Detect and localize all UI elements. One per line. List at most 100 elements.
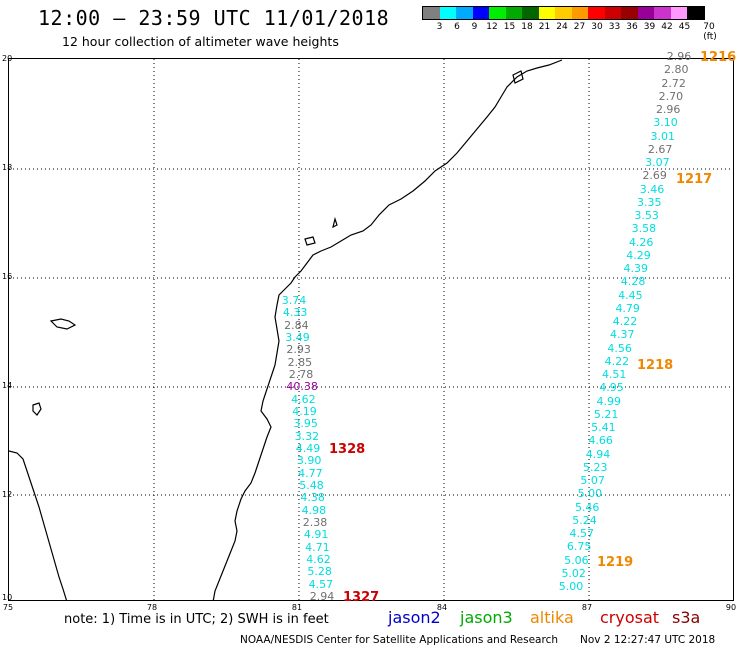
legend-label: 33 (608, 22, 621, 32)
wave-height-value: 4.91 (303, 528, 329, 542)
latitude-label: 14 (2, 381, 13, 390)
map-canvas (9, 59, 733, 600)
legend-swatch (571, 7, 588, 19)
map-subtitle: 12 hour collection of altimeter wave hei… (62, 34, 339, 49)
legend-swatch (489, 7, 506, 19)
wave-height-value: 2.70 (658, 89, 684, 103)
legend-swatch (621, 7, 638, 19)
wave-height-value: 2.93 (286, 343, 311, 357)
time-tag-1217: 1217 (676, 172, 713, 187)
wave-height-value: 4.37 (610, 328, 635, 342)
coastline-central-america (212, 59, 563, 600)
wave-height-value: 2.67 (647, 142, 673, 156)
graticule (9, 59, 733, 600)
wave-height-value: 3.53 (634, 209, 659, 222)
wave-height-value: 3.49 (285, 331, 310, 344)
legend-swatch (555, 7, 572, 19)
wave-height-value: 5.28 (307, 565, 332, 579)
wave-height-value: 4.33 (282, 306, 308, 320)
wave-height-value: 4.71 (305, 540, 330, 554)
legend-label: 3 (436, 22, 443, 32)
time-tag-1218: 1218 (637, 358, 674, 373)
note-text: note: 1) Time is in UTC; 2) SWH is in fe… (64, 612, 329, 627)
legend-label: 30 (591, 22, 603, 32)
wave-height-value: 4.28 (620, 275, 646, 289)
wave-height-value: 5.23 (583, 460, 608, 474)
legend-label: 70 (ft) (703, 22, 717, 42)
wave-height-value: 4.94 (585, 447, 611, 461)
legend-swatch (588, 7, 605, 19)
legend-label: 39 (643, 22, 656, 32)
legend-swatch (637, 7, 654, 19)
legend-label: 45 (678, 22, 691, 32)
latitude-label: 18 (2, 163, 13, 172)
legend-swatch (522, 7, 539, 19)
wave-height-value: 3.32 (294, 429, 320, 443)
time-tag-1219: 1219 (597, 555, 634, 570)
legend-swatch (538, 7, 555, 19)
wave-height-value: 4.56 (607, 341, 632, 355)
wave-height-value: 3.07 (645, 156, 670, 169)
wave-height-value: 4.57 (569, 527, 595, 540)
wave-height-value: 4.26 (628, 235, 654, 249)
wave-height-value: 5.24 (572, 513, 597, 527)
legend-label: 27 (573, 22, 586, 32)
legend-altika: altika (530, 608, 574, 627)
legend-swatch (423, 7, 440, 19)
wave-height-value: 5.00 (577, 487, 603, 501)
legend-label: 36 (626, 22, 638, 32)
wave-height-value: 2.69 (642, 169, 667, 183)
wave-height-value: 4.77 (298, 466, 323, 480)
legend-jason3: jason3 (460, 608, 513, 627)
legend-cryosat: cryosat (600, 608, 660, 627)
legend-swatch (654, 7, 671, 19)
coastline-island-small-2 (32, 402, 42, 416)
wave-height-value: 3.10 (653, 116, 678, 130)
wave-height-value: 4.57 (308, 577, 334, 591)
wave-height-value: 5.06 (564, 553, 589, 567)
coastline-island-small-4 (332, 216, 338, 229)
coastline-island-small-5 (512, 70, 524, 84)
wave-height-value: 3.46 (639, 182, 665, 196)
wave-height-value: 5.46 (574, 500, 600, 514)
legend-label: 42 (661, 22, 673, 32)
legend-label: 18 (521, 22, 533, 32)
legend-label: 21 (538, 22, 551, 32)
longitude-label: 75 (2, 603, 14, 612)
latitude-label: 20 (2, 54, 13, 63)
legend-swatch (472, 7, 489, 19)
legend-swatch (670, 7, 687, 19)
wave-height-value: 4.49 (295, 442, 321, 455)
wave-height-value: 5.00 (558, 580, 584, 593)
coastline-island-small (49, 318, 77, 330)
wave-height-value: 5.48 (299, 479, 324, 492)
longitude-label: 78 (146, 603, 158, 612)
wave-height-value: 5.02 (561, 566, 586, 580)
wave-height-value: 40.38 (286, 380, 318, 394)
coastline-south-america (9, 450, 68, 600)
wave-height-value: 4.29 (626, 248, 651, 262)
wave-height-value: 3.35 (637, 195, 662, 209)
wave-height-value: 4.62 (291, 392, 316, 406)
legend-label: 12 (486, 22, 498, 32)
legend-label: 6 (454, 22, 460, 32)
wave-height-value: 2.85 (287, 355, 313, 369)
legend-color-boxes (422, 6, 705, 20)
wave-height-value: 2.78 (288, 368, 314, 381)
legend-swatch (604, 7, 621, 19)
legend-swatch (505, 7, 522, 19)
legend-labels: 3 6 9 12 15 18 21 24 27 30 33 36 39 42 45 70 (ft) (422, 20, 717, 42)
time-tag-1216: 1216 (700, 50, 737, 65)
wave-height-value: 4.51 (601, 368, 627, 381)
legend-jason2: jason2 (388, 608, 441, 627)
color-scale-legend: 3 6 9 12 15 18 21 24 27 30 33 36 39 42 45 70 (ft) (422, 6, 717, 42)
wave-height-value: 5.41 (591, 421, 616, 434)
wave-height-value: 2.96 (655, 103, 681, 116)
legend-label: 24 (556, 22, 568, 32)
wave-height-value: 3.58 (631, 222, 657, 236)
latitude-label: 12 (2, 490, 13, 499)
longitude-label: 84 (436, 603, 448, 612)
wave-height-value: 4.39 (623, 262, 649, 275)
wave-height-value: 4.95 (599, 381, 624, 395)
wave-height-value: 3.90 (296, 454, 322, 468)
